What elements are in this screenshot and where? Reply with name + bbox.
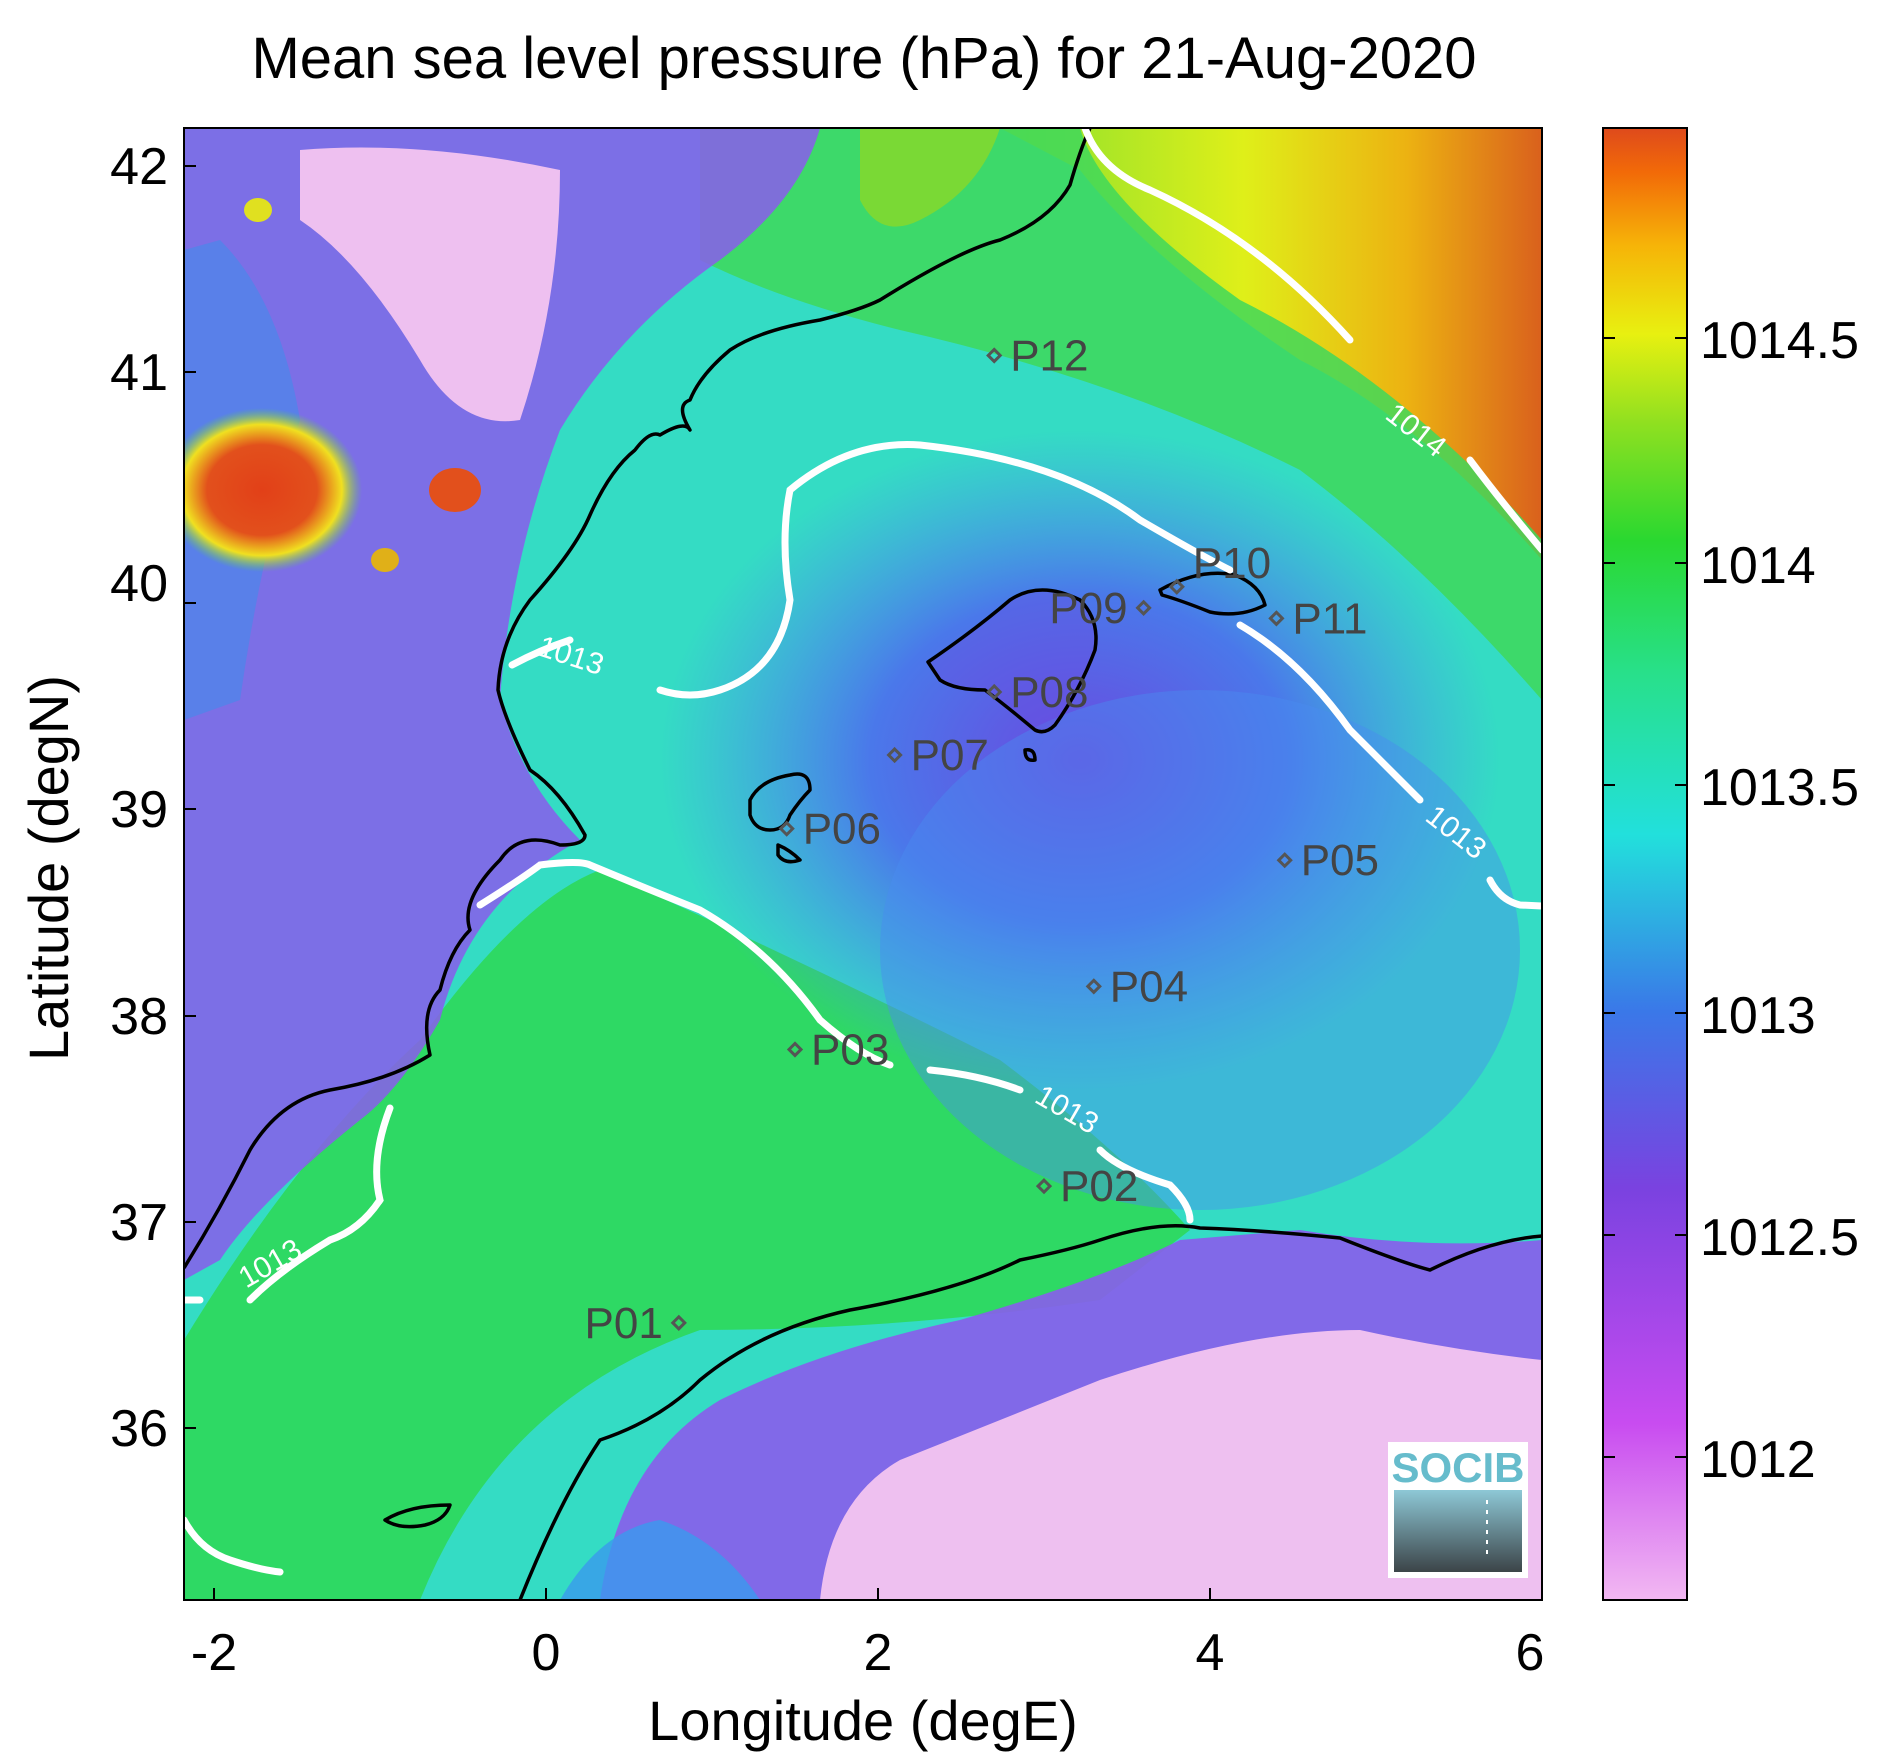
x-tick-label: 6 <box>1516 1624 1545 1682</box>
colorbar: 1012 1012.5 1013 1013.5 1014 1014.5 <box>1602 127 1859 1601</box>
y-tick-label: 40 <box>110 555 168 613</box>
station-label: P10 <box>1193 539 1271 588</box>
isobar-1013-southwest <box>184 1516 284 1576</box>
african-coastline <box>518 1223 1542 1600</box>
station-marker <box>1085 978 1102 995</box>
isobar-1013-east <box>1236 621 1542 910</box>
x-axis: -2 0 2 4 6 Longitude (degE) <box>191 1588 1545 1752</box>
isobar-1013-north <box>508 441 1234 699</box>
station-marker <box>1135 599 1152 616</box>
y-tick-label: 36 <box>110 1400 168 1458</box>
ibiza-outline <box>748 772 812 832</box>
cabrera-outline <box>1023 747 1037 763</box>
x-tick-label: -2 <box>191 1624 237 1682</box>
isobars <box>184 128 1542 1576</box>
station-label: P12 <box>1010 331 1088 380</box>
plot-frame <box>183 127 1543 1601</box>
station-label: P01 <box>585 1299 663 1348</box>
colorbar-gradient <box>1602 127 1688 1601</box>
coastlines <box>184 128 1542 1600</box>
y-tick-label: 39 <box>110 781 168 839</box>
y-tick-label: 42 <box>110 138 168 196</box>
socib-logo: SOCIB <box>1388 1442 1528 1578</box>
station-label: P07 <box>911 731 989 780</box>
y-tick-label: 37 <box>110 1194 168 1252</box>
x-tick-label: 4 <box>1196 1624 1225 1682</box>
colorbar-tick-label: 1014 <box>1700 537 1816 595</box>
station-label: P06 <box>803 805 881 854</box>
station-marker <box>786 1041 804 1058</box>
station-marker <box>986 683 1003 701</box>
colorbar-tick-label: 1013.5 <box>1700 759 1859 817</box>
station-label: P02 <box>1060 1162 1138 1211</box>
colorbar-tick-label: 1014.5 <box>1700 312 1859 370</box>
station-marker <box>986 347 1003 364</box>
y-tick-label: 38 <box>110 988 168 1046</box>
station-marker <box>1276 852 1293 869</box>
y-tick-label: 41 <box>110 344 168 402</box>
menorca-outline <box>1158 571 1267 616</box>
station-label: P11 <box>1292 594 1367 643</box>
x-tick-label: 0 <box>532 1624 561 1682</box>
x-tick-label: 2 <box>864 1624 893 1682</box>
station-label: P03 <box>811 1025 889 1074</box>
y-axis-label: Latitude (degN) <box>17 675 80 1061</box>
iberian-coastline <box>184 128 1092 1269</box>
pressure-field <box>184 128 1542 1600</box>
station-label: P08 <box>1010 668 1088 717</box>
x-axis-label: Longitude (degE) <box>648 1689 1078 1752</box>
station-marker <box>1268 610 1285 627</box>
isobar-1013-south <box>476 859 1194 1224</box>
station-label: P09 <box>1049 584 1127 633</box>
colorbar-tick-label: 1012 <box>1700 1431 1816 1489</box>
station-marker <box>1035 1178 1053 1195</box>
station-markers: P01 P02 P03 P04 P05 P06 P07 P08 P09 P10 P11 P12 <box>585 331 1379 1347</box>
isobar-1013-west <box>184 1104 394 1304</box>
colorbar-tick-label: 1013 <box>1700 987 1816 1045</box>
map-title: Mean sea level pressure (hPa) for 21-Aug… <box>251 26 1476 91</box>
y-axis: 36 37 38 39 40 41 42 Latitude (degN) <box>17 138 196 1458</box>
station-marker <box>670 1314 687 1331</box>
station-label: P04 <box>1110 962 1188 1011</box>
isobar-1014 <box>1081 128 1542 554</box>
station-marker <box>778 820 795 837</box>
station-marker <box>886 746 903 764</box>
station-label: P05 <box>1301 836 1379 885</box>
logo-text: SOCIB <box>1391 1444 1524 1491</box>
station-marker <box>1168 578 1185 595</box>
colorbar-tick-label: 1012.5 <box>1700 1209 1859 1267</box>
formentera-outline <box>776 843 802 864</box>
alboran-coast-outline <box>383 1503 452 1529</box>
